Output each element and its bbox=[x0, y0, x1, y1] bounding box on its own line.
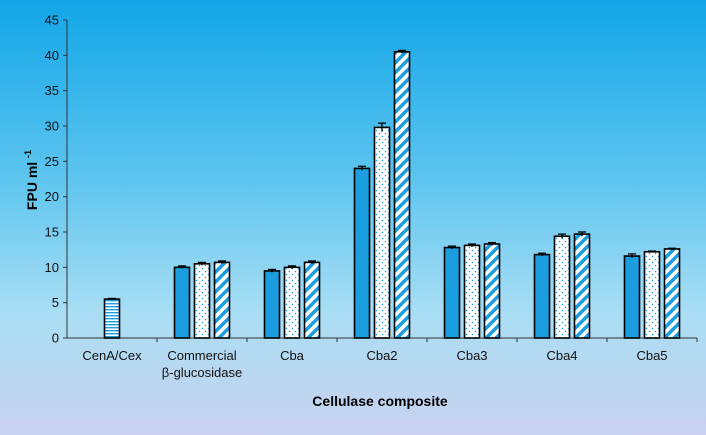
x-tick-label: Cba3 bbox=[456, 348, 487, 363]
bar bbox=[193, 262, 211, 339]
y-tick-label: 25 bbox=[45, 154, 59, 169]
y-tick-label: 0 bbox=[52, 331, 59, 346]
bar bbox=[283, 266, 301, 339]
bar bbox=[623, 255, 641, 339]
bar bbox=[643, 250, 661, 339]
bar bbox=[213, 261, 231, 339]
bar bbox=[663, 248, 681, 339]
x-tick-label: CenA/Cex bbox=[82, 348, 142, 363]
x-tick-label: β-glucosidase bbox=[162, 365, 242, 380]
x-tick-label: Cba bbox=[280, 348, 305, 363]
y-tick-label: 20 bbox=[45, 189, 59, 204]
bar bbox=[263, 270, 281, 339]
y-tick-label: 10 bbox=[45, 260, 59, 275]
bar bbox=[353, 167, 371, 339]
bar bbox=[393, 50, 411, 339]
bar bbox=[443, 246, 461, 339]
x-tick-label: Cba4 bbox=[546, 348, 577, 363]
bar bbox=[303, 261, 321, 339]
y-tick-label: 15 bbox=[45, 225, 59, 240]
y-tick-label: 5 bbox=[52, 295, 59, 310]
bar bbox=[573, 233, 591, 339]
bar bbox=[483, 243, 501, 339]
bar bbox=[103, 298, 121, 339]
x-tick-label: Commercial bbox=[167, 348, 236, 363]
x-tick-label: Cba5 bbox=[636, 348, 667, 363]
y-tick-label: 45 bbox=[45, 13, 59, 28]
x-tick-label: Cba2 bbox=[366, 348, 397, 363]
y-tick-label: 40 bbox=[45, 48, 59, 63]
bar bbox=[553, 235, 571, 339]
y-axis-title: FPU ml -1 bbox=[23, 150, 40, 210]
bar bbox=[533, 253, 551, 339]
y-tick-label: 30 bbox=[45, 119, 59, 134]
y-tick-label: 35 bbox=[45, 83, 59, 98]
bar bbox=[463, 244, 481, 339]
bar bbox=[173, 266, 191, 339]
x-axis-title: Cellulase composite bbox=[312, 393, 448, 409]
bar bbox=[373, 126, 391, 339]
